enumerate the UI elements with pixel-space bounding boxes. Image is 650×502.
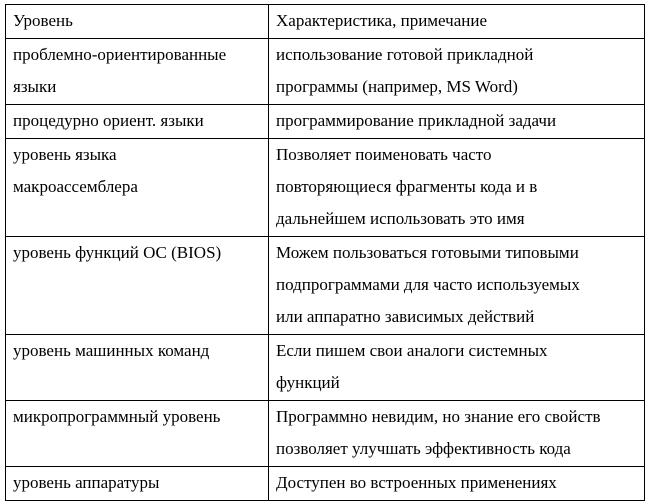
table-cell: уровень функций ОС (BIOS) [5,236,269,335]
table-cell: уровень машинных команд [5,334,269,401]
table-cell: Доступен во встроенных применениях [268,466,645,501]
cell-text-line: Уровень [13,11,73,30]
table-cell: микропрограммный уровень [5,400,269,467]
table-row: процедурно ориент. языки программирование… [5,104,645,139]
cell-text-line: уровень машинных команд [13,341,210,360]
header-row: Уровень Характеристика, примечание [5,4,645,39]
table-cell: Можем пользоваться готовыми типовыми подп… [268,236,645,335]
cell-text-line: использование готовой прикладной [276,45,534,64]
cell-text-line: Можем пользоваться готовыми типовыми [276,243,579,262]
table-row: уровень языка макроассемблера Позволяет по… [5,138,645,237]
table-cell: Если пишем свои аналоги системных функций [268,334,645,401]
cell-text-line: программы (например, MS Word) [276,77,518,96]
table-cell: программирование прикладной задачи [268,104,645,139]
cell-text-line: подпрограммами для часто используемых [276,275,580,294]
table-cell: Характеристика, примечание [268,4,645,39]
table-row: уровень функций ОС (BIOS) Можем пользоват… [5,236,645,335]
cell-text-line: Программно невидим, но знание его свойст… [276,407,601,426]
table-cell: проблемно-ориентированные языки [5,38,269,105]
cell-text-line: программирование прикладной задачи [276,111,557,130]
cell-text-line: дальнейшем использовать это имя [276,209,525,228]
table-cell: процедурно ориент. языки [5,104,269,139]
cell-text-line: макроассемблера [13,177,138,196]
table-cell: Позволяет поименовать часто повторяющиеся… [268,138,645,237]
table: Уровень Характеристика, примечание проблем… [5,4,645,501]
cell-text-line: Характеристика, примечание [276,11,488,30]
table-row: уровень аппаратуры Доступен во встроенных… [5,466,645,501]
cell-text-line: процедурно ориент. языки [13,111,204,130]
table-row: проблемно-ориентированные языки использова… [5,38,645,105]
cell-text-line: языки [13,77,57,96]
cell-text-line: уровень аппаратуры [13,473,160,492]
table-row: уровень машинных команд Если пишем свои а… [5,334,645,401]
cell-text-line: или аппаратно зависимых действий [276,307,535,326]
table-row: микропрограммный уровень Программно невид… [5,400,645,467]
cell-text-line: Позволяет поименовать часто [276,145,492,164]
cell-text-line: функций [276,373,340,392]
cell-text-line: Доступен во встроенных применениях [276,473,557,492]
cell-text-line: уровень языка [13,145,117,164]
cell-text-line: микропрограммный уровень [13,407,221,426]
table-cell: Программно невидим, но знание его свойст… [268,400,645,467]
cell-text-line: Если пишем свои аналоги системных [276,341,548,360]
table-cell: уровень языка макроассемблера [5,138,269,237]
cell-text-line: позволяет улучшать эффективность кода [276,439,571,458]
cell-text-line: повторяющиеся фрагменты кода и в [276,177,538,196]
table-cell: Уровень [5,4,269,39]
cell-text-line: уровень функций ОС (BIOS) [13,243,222,262]
table-cell: использование готовой прикладной программ… [268,38,645,105]
cell-text-line: проблемно-ориентированные [13,45,227,64]
table-cell: уровень аппаратуры [5,466,269,501]
